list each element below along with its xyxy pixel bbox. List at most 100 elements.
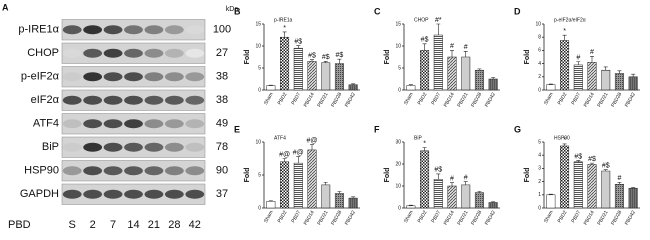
error-bar xyxy=(463,50,468,57)
blot-band xyxy=(62,142,82,152)
blot-band xyxy=(185,48,205,58)
blot-band xyxy=(83,95,103,105)
error-bar xyxy=(323,181,328,185)
error-bar xyxy=(422,147,427,151)
bar xyxy=(628,76,638,91)
significance-label: #$ xyxy=(308,52,316,59)
x-tick-label: PBD2 xyxy=(417,91,429,106)
significance-label: #$ xyxy=(574,153,582,160)
blot-band xyxy=(164,25,184,35)
error-bar xyxy=(351,196,356,199)
bar xyxy=(560,145,570,209)
error-bar xyxy=(603,169,608,172)
error-bar xyxy=(436,23,441,35)
bar xyxy=(560,40,570,91)
panel-letter: G xyxy=(514,124,521,134)
x-tick-label: PBD42 xyxy=(344,209,357,226)
x-tick-label: PBD42 xyxy=(344,91,357,108)
error-bar xyxy=(576,61,581,65)
bar xyxy=(587,62,597,91)
x-tick-label: Sham xyxy=(263,92,275,106)
blot-band xyxy=(164,72,184,82)
blot-band xyxy=(103,189,123,199)
x-tick-label: PBD28 xyxy=(610,209,623,226)
blot-band xyxy=(185,166,205,176)
significance-label: #$ xyxy=(588,156,596,163)
bar xyxy=(474,192,484,209)
bar xyxy=(293,47,303,91)
panel-letter: A xyxy=(2,2,9,12)
bar xyxy=(488,202,498,209)
error-bar xyxy=(408,204,413,206)
x-tick-label: PBD2 xyxy=(417,209,429,224)
page: { "panel_a": { "letter": "A", "unit": "k… xyxy=(2,2,640,231)
bar xyxy=(573,64,583,91)
error-bar xyxy=(491,201,496,203)
blot-band xyxy=(62,72,82,82)
bar xyxy=(587,164,597,209)
blot-band xyxy=(144,142,164,152)
lane-label: 2 xyxy=(90,219,96,231)
significance-label: #@ xyxy=(279,151,290,158)
bar xyxy=(348,84,358,91)
blot-band xyxy=(164,166,184,176)
y-tick-label: 2 xyxy=(538,74,541,80)
x-tick-label: PBD28 xyxy=(610,91,623,108)
error-bar xyxy=(576,160,581,162)
blot-band xyxy=(103,142,123,152)
lane-label: 42 xyxy=(189,219,201,231)
significance-label: #$ xyxy=(322,54,330,61)
x-tick-label: PBD14 xyxy=(583,209,596,226)
error-bar xyxy=(310,144,314,150)
y-axis-label: Fold xyxy=(244,168,251,183)
blot-band xyxy=(164,95,184,105)
significance-label: #@ xyxy=(307,137,318,144)
bar xyxy=(334,63,344,91)
y-axis-label: Fold xyxy=(244,50,251,65)
lane-label: 28 xyxy=(168,219,180,231)
significance-label: #$ xyxy=(336,52,344,59)
bar xyxy=(628,187,638,209)
bar xyxy=(447,185,457,209)
y-tick-label: 15 xyxy=(255,21,261,27)
y-axis-label: Fold xyxy=(524,168,531,183)
error-bar xyxy=(268,200,273,202)
x-tick-label: PBD21 xyxy=(316,91,329,108)
bar xyxy=(488,78,498,91)
bar-chart: C CHOP Fold 0 5 10 15 Sham #$ PBD2 #* PBD7 # PBD14 # PB… xyxy=(374,6,500,108)
y-tick-label: 0 xyxy=(538,87,541,93)
blot-band xyxy=(144,72,164,82)
error-bar xyxy=(463,181,468,185)
x-tick-label: PBD21 xyxy=(596,91,609,108)
blot-band xyxy=(144,25,164,35)
x-tick-label: PBD2 xyxy=(277,209,289,224)
bar xyxy=(433,179,443,209)
significance-label: # xyxy=(464,44,468,51)
blot-band xyxy=(103,95,123,105)
error-bar xyxy=(296,45,301,49)
blot-band xyxy=(83,142,103,152)
y-tick-label: 0 xyxy=(398,205,401,211)
y-tick-label: 4 xyxy=(538,61,541,67)
bar-chart: Bp-IRE1a Fold 0 5 10 15 Sham * PBD2 #$ PBD7 #$ PBD14… xyxy=(234,6,360,108)
bar xyxy=(334,193,344,209)
blot-band xyxy=(124,72,143,82)
blot-band xyxy=(164,119,184,129)
bar xyxy=(573,161,583,209)
x-tick-label: PBD28 xyxy=(330,209,343,226)
blot-band xyxy=(144,189,164,199)
protein-label: p-IRE1α xyxy=(18,24,59,36)
bar xyxy=(474,69,484,91)
blot-band xyxy=(144,95,164,105)
bar xyxy=(266,85,276,91)
y-axis-label: Fold xyxy=(524,50,531,65)
error-bar xyxy=(548,83,553,85)
blot-band xyxy=(185,95,205,105)
blot-band xyxy=(144,48,164,58)
significance-label: # xyxy=(464,174,468,181)
panel-letter: C xyxy=(374,6,381,16)
blot-band xyxy=(62,48,82,58)
x-tick-label: PBD7 xyxy=(430,209,442,224)
y-axis-label: Fold xyxy=(384,50,391,65)
error-bar xyxy=(422,43,427,51)
